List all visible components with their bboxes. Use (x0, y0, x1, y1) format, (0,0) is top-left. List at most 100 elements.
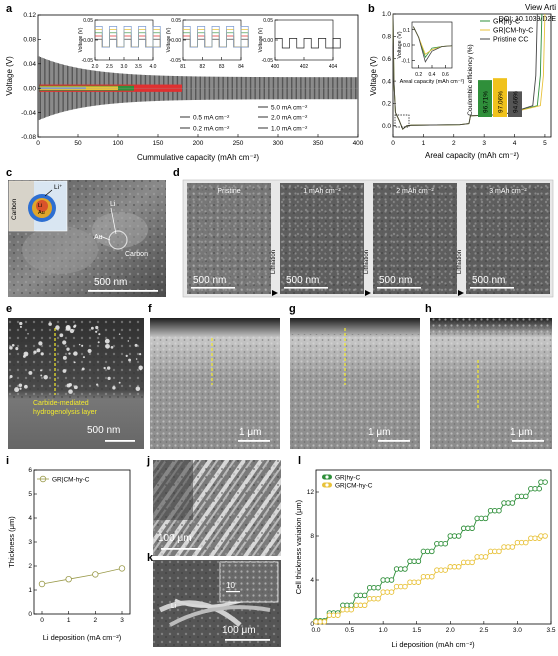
chart-b-ylabel: Voltage (V) (369, 56, 378, 96)
sem-j-scale-label: 100 μm (158, 533, 192, 544)
sem-d-lithiation-label: Lithiation (271, 250, 277, 274)
sem-e-particle (23, 384, 28, 389)
sem-d-frame-3-scale-label: 500 nm (379, 275, 412, 286)
panel-label-h: h (425, 303, 432, 315)
chart-a-inset-2-xtick-label: 83 (219, 64, 225, 70)
sem-d-frame-1-scale-label: 500 nm (193, 275, 226, 286)
sem-e-particle (19, 387, 22, 390)
chart-b-inset-frame (411, 21, 453, 69)
sem-e-particle (97, 341, 100, 344)
chart-a-inset-1-xtick-label: 3.5 (135, 64, 142, 70)
chart-l-ytick-label: 4 (310, 577, 314, 584)
sem-e-particle (62, 369, 67, 373)
sem-e-particle (59, 333, 64, 338)
chart-l-marker (469, 559, 475, 566)
chart-b-ce-bars: Coulombic efficiency (%) 96.71% 97.06% 94.6… (467, 44, 522, 117)
chart-l-marker (542, 479, 548, 485)
sem-e-particle (81, 367, 85, 371)
sem-j: 100 μm (153, 460, 281, 556)
chart-b-inset-xlabel: Areal capacity (mAh cm⁻²) (400, 79, 465, 85)
chart-i-point (65, 576, 72, 583)
sem-j-shadow (153, 460, 193, 520)
chart-l-ylabel: Cell thickness variation (μm) (294, 499, 303, 594)
chart-l-marker (509, 500, 516, 506)
sem-k-fiber (158, 600, 242, 627)
chart-l-marker (375, 584, 381, 591)
sem-c-carbon-label: Carbon (125, 251, 148, 258)
chart-l-ytick-label: 12 (307, 489, 315, 496)
chart-l-xtick-label: 0.0 (311, 627, 320, 634)
chart-b-xlabel: Areal capacity (mAh cm⁻²) (425, 151, 519, 160)
panel-label-g: g (289, 303, 296, 315)
chart-a-inset-2-ytick-label: 0.05 (171, 18, 181, 24)
chart-i-ytick-label: 6 (28, 467, 32, 474)
chart-i-xtick-label: 2 (94, 617, 98, 624)
sem-e-particle (73, 325, 76, 328)
sem-d-frame-1-scale-bar (191, 287, 235, 289)
chart-b-inset-ylabel: Voltage (V) (397, 31, 403, 58)
chart-a-inset-3-xtick-label: 400 (271, 64, 280, 70)
sem-d-lithiation-label: Lithiation (364, 250, 370, 274)
chart-l-marker (455, 564, 462, 570)
chart-l-marker (482, 515, 489, 522)
chart-b-xtick-label: 5 (543, 140, 547, 147)
chart-a-inset-2-xtick-label: 81 (180, 64, 186, 70)
chart-b-xtick-label: 4 (513, 140, 517, 147)
chart-a-inset-2-ytick-label: 0.00 (171, 38, 181, 44)
panel-label-i: i (6, 455, 9, 467)
chart-i-frame (33, 469, 131, 615)
chart-l-xtick-label: 1.5 (412, 627, 421, 634)
sem-k-inset-scale-label: 10 (226, 581, 235, 590)
chart-a-inset-2-ytick-label: -0.05 (170, 58, 182, 64)
chart-b-ytick-label: 0.4 (382, 78, 391, 85)
chart-a: -0.08 -0.04 0.00 0.04 0.08 0.12 0 50 100 150 200 25… (5, 12, 364, 162)
panel-label-c: c (6, 167, 12, 179)
sem-f: 1 μm (150, 318, 280, 449)
schematic-carbon-label: Carbon (11, 198, 18, 220)
schematic-li-plus-label: Li⁺ (54, 184, 63, 191)
chart-a-ylabel: Voltage (V) (5, 56, 14, 96)
chart-b-ytick-label: 0.8 (382, 34, 391, 41)
view-article-link[interactable]: View Arti (525, 3, 556, 12)
legend-0-2: 0.2 mA cm⁻² (193, 126, 230, 133)
sem-d-lithiation-label: Lithiation (457, 250, 463, 274)
sem-e-particle (135, 358, 138, 360)
chart-a-inset-1-ytick-label: -0.05 (82, 58, 94, 64)
chart-b-ce-label-1: 96.71% (483, 91, 490, 113)
chart-a-inset-2-xtick-label: 82 (200, 64, 206, 70)
sem-e-annotation-line2: hydrogenolysis layer (33, 409, 97, 416)
chart-l-legend: GR|hy-CGR|CM-hy-C (322, 474, 373, 489)
sem-d-frame-4-scale-bar (470, 287, 514, 289)
sem-e-particle (112, 386, 116, 390)
chart-b-inset-xtick-label: 0.6 (442, 72, 449, 78)
sem-c-li-label: Li (110, 201, 116, 208)
chart-b-ytick-label: 0.0 (382, 123, 391, 130)
sem-d-frames: Pristine 500 nm 1 mAh cm⁻² 500 nm Lithiation… (187, 183, 550, 296)
chart-a-inset-3-ytick-label: -0.05 (262, 58, 274, 64)
sem-e-scale-label: 500 nm (87, 425, 120, 436)
sem-f-scale-label: 1 μm (239, 427, 261, 438)
chart-i-ytick-label: 2 (28, 563, 32, 570)
chart-l-xtick-label: 3.5 (546, 627, 555, 634)
sem-e-particle (62, 355, 67, 360)
chart-a-ytick-label: 0.08 (23, 37, 36, 44)
chart-l-xtick-label: 3.0 (513, 627, 522, 634)
sem-d-lithiation-arrow (272, 290, 278, 296)
sem-e-particle (15, 347, 19, 351)
sem-d-frame-2-scale-label: 500 nm (286, 275, 319, 286)
sem-c-au-label: Au (94, 234, 103, 241)
chart-a-xtick-label: 100 (113, 140, 124, 147)
sem-e-particle (78, 343, 81, 346)
sem-e-particle (19, 325, 22, 328)
sem-e-particle (135, 386, 141, 391)
sem-c-li-pointer (110, 207, 117, 235)
sem-f-scale-bar (238, 440, 270, 442)
chart-a-inset-1-ytick-label: 0.05 (83, 18, 93, 24)
sem-e-particle (33, 350, 37, 354)
chart-b-ce-bar-3 (508, 91, 522, 117)
sem-e-particle (69, 328, 75, 334)
chart-b: 0.0 0.2 0.4 0.6 0.8 1.0 0 1 2 3 4 5 Areal capacity … (369, 11, 552, 160)
chart-a-inset-2-xtick-label: 84 (238, 64, 244, 70)
chart-a-inset-3-trace (275, 38, 341, 49)
chart-l-marker (388, 589, 395, 595)
